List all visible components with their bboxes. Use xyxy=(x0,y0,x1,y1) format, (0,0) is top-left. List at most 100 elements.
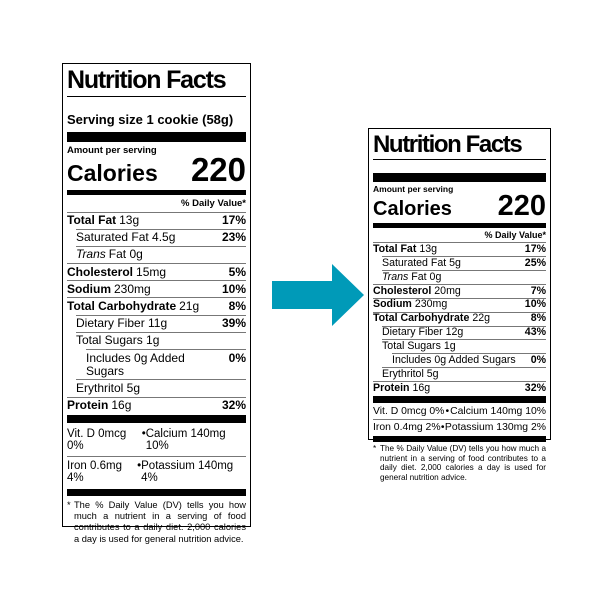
nutrient-name: Saturated Fat 4.5g xyxy=(76,230,176,245)
nutrient-name: Erythritol 5g xyxy=(76,380,141,395)
nutrient-name: Includes 0g Added Sugars xyxy=(86,350,185,378)
nutrient-name: Saturated Fat 5g xyxy=(382,256,461,269)
daily-value: 23% xyxy=(221,230,246,245)
nutrient-row-dietary-fiber: Dietary Fiber 12g 43% xyxy=(382,325,546,340)
calories-label: Calories xyxy=(67,159,158,186)
nutrient-amount: 16g xyxy=(412,381,431,394)
footnote-asterisk: * xyxy=(67,499,71,510)
nutrient-name: Cholesterol xyxy=(373,284,432,297)
calories-label: Calories xyxy=(373,198,452,221)
footnote-text: The % Daily Value (DV) tells you how muc… xyxy=(380,443,546,482)
nutrient-amount: 230mg xyxy=(414,298,448,311)
nutrient-row-total-fat: Total Fat 13g 17% xyxy=(67,211,246,229)
micronutrient-row-vitd-calcium: Vit. D 0mcg 0% • Calcium 140mg 10% xyxy=(373,404,546,419)
nutrient-rows: Total Fat 13g 17% Saturated Fat 4.5g 23% Tr… xyxy=(67,211,246,414)
nutrient-row-total-sugars: Total Sugars 1g xyxy=(382,339,546,353)
nutrient-row-sodium: Sodium 230mg 10% xyxy=(67,280,246,297)
before-to-after-arrow xyxy=(272,264,364,326)
micronutrient-left: Iron 0.6mg 4% xyxy=(67,460,122,485)
calories-value: 220 xyxy=(497,190,546,223)
daily-value: 5% xyxy=(228,264,246,279)
nutrient-row-total-carbohydrate: Total Carbohydrate 21g 8% xyxy=(67,297,246,314)
bullet-separator: • xyxy=(445,405,450,417)
micronutrient-left: Vit. D 0mcg 0% xyxy=(373,405,445,417)
amount-per-serving-label: Amount per serving xyxy=(373,184,454,195)
thick-separator-bar xyxy=(67,488,246,496)
nutrient-name: Protein xyxy=(67,398,109,413)
nutrient-row-saturated-fat: Saturated Fat 4.5g 23% xyxy=(76,228,246,246)
daily-value: 17% xyxy=(524,242,546,255)
daily-value: 17% xyxy=(221,213,246,227)
nutrient-amount: 21g xyxy=(179,298,200,313)
daily-value: 25% xyxy=(524,256,546,269)
footnote-text: The % Daily Value (DV) tells you how muc… xyxy=(74,499,246,544)
daily-value: 39% xyxy=(221,316,246,331)
bullet-separator: • xyxy=(440,421,445,433)
footnote-asterisk: * xyxy=(373,443,377,453)
nutrient-row-added-sugars: Includes 0g Added Sugars 0% xyxy=(86,349,246,379)
nutrient-amount: 13g xyxy=(419,242,438,255)
daily-value: 7% xyxy=(530,284,546,297)
nutrient-name: Sodium xyxy=(67,281,111,296)
nutrient-row-erythritol: Erythritol 5g xyxy=(382,367,546,381)
nutrient-amount: 16g xyxy=(111,398,132,413)
nutrient-name: Protein xyxy=(373,381,410,394)
micronutrient-row-vitd-calcium: Vit. D 0mcg 0% • Calcium 140mg 10% xyxy=(67,425,246,456)
nutrition-label-updated: Nutrition Facts Amount per serving Calor… xyxy=(368,128,551,482)
nutrient-row-total-sugars: Total Sugars 1g xyxy=(76,331,246,349)
nutrient-name: Erythritol 5g xyxy=(382,367,439,380)
nutrient-amount: Fat 0g xyxy=(411,270,442,283)
micronutrient-right: Potassium 140mg 4% xyxy=(141,460,234,485)
calories-row: Calories 220 xyxy=(67,152,246,187)
amount-per-serving-label: Amount per serving xyxy=(67,144,157,156)
nutrient-amount: 22g xyxy=(472,312,491,325)
nutrition-label-original: Nutrition Facts Serving size 1 cookie (5… xyxy=(62,63,251,544)
daily-value: 10% xyxy=(221,281,246,296)
daily-value-header: % Daily Value* xyxy=(181,197,246,209)
nutrient-name: Trans xyxy=(382,270,409,283)
thick-separator-bar xyxy=(373,395,546,403)
arrow-shaft xyxy=(272,281,334,309)
footnote: * The % Daily Value (DV) tells you how m… xyxy=(373,444,546,483)
nutrient-name: Trans xyxy=(76,247,106,262)
daily-value: 0% xyxy=(228,350,246,365)
micronutrient-rows: Vit. D 0mcg 0% • Calcium 140mg 10% Iron 0.… xyxy=(67,425,246,488)
label-title: Nutrition Facts xyxy=(67,66,227,94)
micronutrient-left: Vit. D 0mcg 0% xyxy=(67,428,127,453)
label-title: Nutrition Facts xyxy=(373,131,523,158)
nutrient-amount: 230mg xyxy=(114,281,151,296)
nutrient-rows: Total Fat 13g 17% Saturated Fat 5g 25% Tran… xyxy=(373,242,546,394)
nutrient-name: Total Fat xyxy=(67,213,117,227)
serving-size: Serving size 1 cookie (58g) xyxy=(67,111,234,127)
nutrient-row-saturated-fat: Saturated Fat 5g 25% xyxy=(382,256,546,270)
nutrient-name: Total Carbohydrate xyxy=(373,312,470,325)
nutrient-name: Includes 0g Added Sugars xyxy=(392,353,516,366)
nutrient-amount: Fat 0g xyxy=(108,247,143,262)
nutrient-row-sodium: Sodium 230mg 10% xyxy=(373,297,546,312)
bullet-separator: • xyxy=(141,428,146,441)
title-rule xyxy=(67,95,246,97)
title-rule xyxy=(373,159,546,161)
nutrient-row-total-fat: Total Fat 13g 17% xyxy=(373,242,546,256)
daily-value: 43% xyxy=(524,326,546,339)
nutrient-row-protein: Protein 16g 32% xyxy=(67,396,246,414)
micronutrient-left: Iron 0.4mg 2% xyxy=(373,421,441,433)
nutrient-row-total-carbohydrate: Total Carbohydrate 22g 8% xyxy=(373,311,546,326)
daily-value: 8% xyxy=(228,298,246,313)
nutrient-row-protein: Protein 16g 32% xyxy=(373,381,546,395)
nutrient-row-trans-fat: Trans Fat 0g xyxy=(76,245,246,263)
thick-separator-bar xyxy=(373,173,546,183)
micronutrient-right: Potassium 130mg 2% xyxy=(444,421,546,433)
nutrient-amount: 13g xyxy=(119,213,140,227)
medium-separator-bar xyxy=(67,189,246,195)
daily-value: 32% xyxy=(524,381,546,394)
micronutrient-row-iron-potassium: Iron 0.6mg 4% • Potassium 140mg 4% xyxy=(67,455,246,488)
footnote: * The % Daily Value (DV) tells you how m… xyxy=(67,500,246,545)
thick-separator-bar xyxy=(373,435,546,442)
nutrient-row-trans-fat: Trans Fat 0g xyxy=(382,270,546,284)
nutrient-name: Total Carbohydrate xyxy=(67,298,177,313)
nutrient-amount: 15mg xyxy=(136,264,167,279)
daily-value-header: % Daily Value* xyxy=(484,230,546,241)
nutrient-row-dietary-fiber: Dietary Fiber 11g 39% xyxy=(76,314,246,332)
